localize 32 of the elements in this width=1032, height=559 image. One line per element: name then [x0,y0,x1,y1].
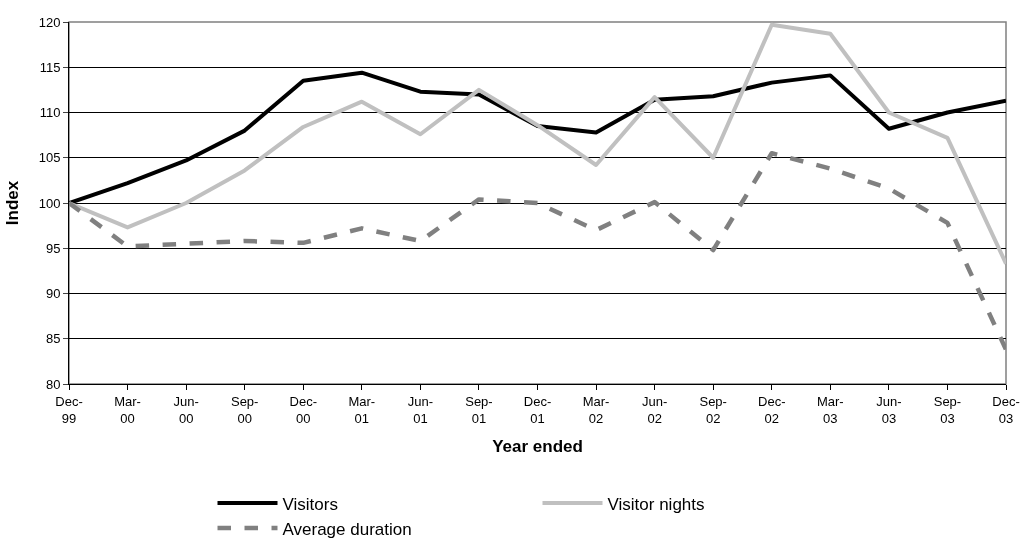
y-axis-title: Index [3,180,23,226]
x-tick-label: Mar- 02 [582,393,610,426]
x-tick-label: Mar- 03 [816,393,844,426]
x-tick-label: Dec- 03 [992,393,1020,426]
x-tick-label: Sep- 01 [465,393,493,426]
x-tick-label: Dec- 02 [758,393,786,426]
x-tick-label: Dec- 01 [523,393,552,426]
y-tick-label: 85 [45,331,61,347]
legend-label: Visitor nights [607,494,705,514]
y-tick-label: 90 [45,286,61,302]
y-tick-label: 110 [39,105,61,121]
x-tick-label: Jun- 03 [876,393,902,426]
x-tick-label: Jun- 02 [641,393,668,426]
y-tick-label: 115 [39,59,61,75]
x-tick-label: Sep- 03 [933,393,962,426]
x-tick-label: Jun- 00 [173,393,199,426]
line-series [69,22,1006,266]
legend-label: Visitors [282,494,338,514]
x-axis-title: Year ended [492,436,583,456]
y-tick-label: 95 [45,240,61,256]
x-tick-label: Jun- 01 [407,393,434,426]
y-tick-label: 105 [38,150,61,166]
legend-label: Average duration [282,519,412,539]
y-tick-label: 120 [38,14,61,30]
x-tick-label: Mar- 00 [114,393,141,426]
y-tick-label: 100 [38,195,61,211]
x-tick-label: Sep- 00 [230,393,259,426]
y-tick-label: 80 [45,376,61,392]
x-tick-label: Dec- 99 [55,393,83,426]
x-tick-label: Mar- 01 [348,393,376,426]
x-tick-label: Dec- 00 [289,393,317,426]
x-tick-label: Sep- 02 [699,393,727,426]
